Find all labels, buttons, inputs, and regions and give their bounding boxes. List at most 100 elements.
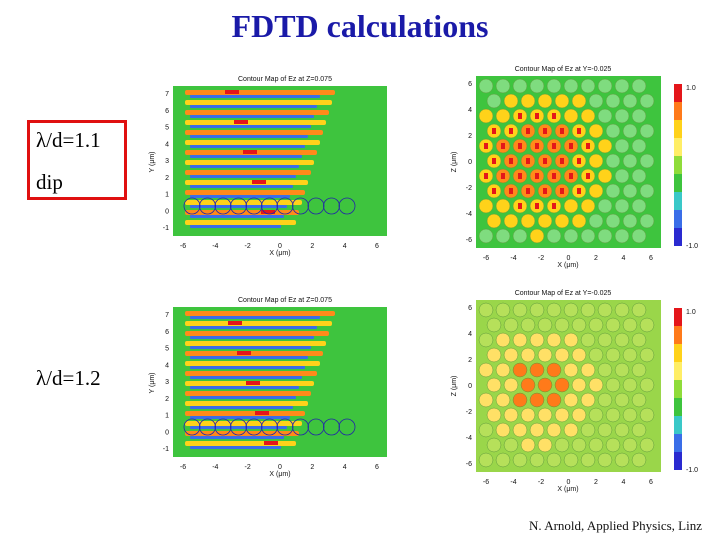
field-peak [501, 143, 505, 149]
y-tick-label: 2 [468, 133, 472, 140]
y-tick-label: 5 [165, 125, 169, 132]
colorbar [674, 308, 682, 470]
field-spot [554, 213, 570, 229]
field-spot [580, 422, 596, 438]
field-spot [520, 317, 536, 333]
colorbar-segment [674, 326, 682, 344]
field-spot [495, 228, 511, 244]
x-axis-label: X (μm) [557, 486, 578, 493]
x-tick-label: 4 [343, 243, 347, 250]
field-spot [639, 347, 655, 363]
colorbar-segment [674, 362, 682, 380]
field-spot [546, 422, 562, 438]
field-band [185, 180, 308, 185]
field-spot [495, 198, 511, 214]
field-band [190, 105, 317, 108]
x-ticks: -6 -4 -2 0 2 4 6 [180, 243, 379, 250]
field-band [185, 100, 332, 105]
field-band [185, 200, 302, 205]
field-spot [614, 198, 630, 214]
field-peak [552, 173, 556, 179]
x-tick-label: -6 [483, 255, 489, 262]
field-band [185, 341, 326, 346]
sphere-outline [214, 418, 232, 436]
field-spot [622, 213, 638, 229]
field-spot [546, 332, 562, 348]
field-peak [252, 180, 266, 184]
highlight-box [27, 120, 127, 200]
field-spot [597, 138, 613, 154]
field-band [190, 316, 320, 319]
sphere-outline [261, 197, 278, 215]
field-spot [622, 317, 638, 333]
x-ticks: -6 -4 -2 0 2 4 6 [180, 464, 379, 471]
field-spot [631, 168, 647, 184]
field-spot [503, 213, 519, 229]
field-band [185, 311, 335, 316]
field-peak [518, 143, 522, 149]
field-spot [614, 228, 630, 244]
field-spot [503, 377, 519, 393]
x-tick-label: 2 [310, 464, 314, 471]
field-spot [622, 183, 638, 199]
field-spot [597, 168, 613, 184]
field-spot [580, 198, 596, 214]
field-spot [631, 228, 647, 244]
sphere-outline [338, 418, 356, 436]
x-tick-label: 6 [649, 479, 653, 486]
sphere-outline [183, 418, 201, 436]
colorbar-segment [674, 138, 682, 156]
field-peak [577, 158, 581, 164]
colorbar-max: 1.0 [686, 85, 696, 92]
y-tick-label: 4 [165, 141, 169, 148]
field-spot [495, 332, 511, 348]
field-spot [614, 392, 630, 408]
field-spot [520, 93, 536, 109]
field-band [190, 175, 296, 178]
y-tick-label: -4 [466, 435, 472, 442]
sphere-outline [183, 197, 201, 215]
x-tick-label: 2 [310, 243, 314, 250]
sphere-outline [230, 197, 247, 215]
field-spot [554, 437, 570, 453]
field-spot [495, 302, 511, 318]
field-peak [543, 188, 547, 194]
field-peak [552, 203, 556, 209]
sphere-outline [292, 418, 309, 436]
sphere-circles [183, 418, 356, 436]
field-spot [563, 78, 579, 94]
field-spot [605, 317, 621, 333]
colorbar-segment [674, 416, 682, 434]
field-spot [537, 377, 553, 393]
field-peak [569, 143, 573, 149]
field-spot [639, 183, 655, 199]
y-tick-label: 3 [165, 379, 169, 386]
field-spot [554, 347, 570, 363]
field-band [185, 160, 314, 165]
y-tick-label: 7 [165, 91, 169, 98]
field-peak [264, 441, 278, 445]
y-tick-label: -2 [466, 185, 472, 192]
field-band [185, 110, 329, 115]
field-band [190, 366, 305, 369]
field-peak [492, 188, 496, 194]
field-peak [484, 173, 488, 179]
field-band [190, 346, 311, 349]
field-band [190, 406, 293, 409]
field-spot [580, 332, 596, 348]
field-spot [631, 302, 647, 318]
field-spot [571, 437, 587, 453]
field-spot [580, 362, 596, 378]
field-spot [563, 198, 579, 214]
field-spot [529, 452, 545, 468]
field-band [190, 326, 317, 329]
field-peak [243, 150, 257, 154]
field-spot [605, 93, 621, 109]
field-spot [588, 183, 604, 199]
field-spot [495, 78, 511, 94]
field-peak [261, 210, 275, 214]
colorbar-segment [674, 308, 682, 326]
field-spot [631, 422, 647, 438]
field-spot [597, 332, 613, 348]
sphere-outline [276, 418, 294, 436]
